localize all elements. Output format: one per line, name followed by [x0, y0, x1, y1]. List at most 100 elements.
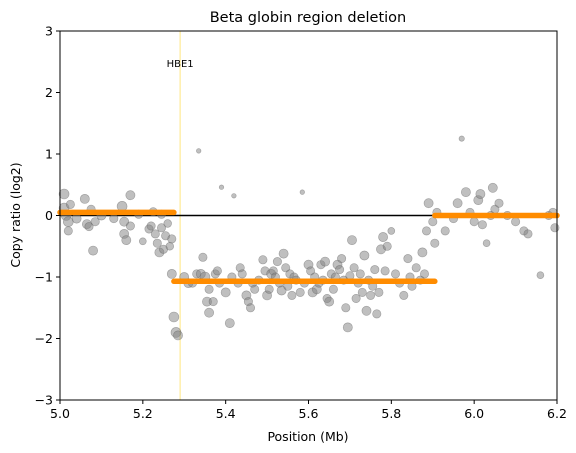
data-point: [494, 198, 504, 208]
data-point: [357, 287, 367, 297]
data-point: [475, 189, 486, 199]
data-point: [324, 296, 335, 307]
y-tick-label: 3: [45, 24, 53, 39]
data-point: [58, 188, 70, 200]
data-point: [341, 303, 351, 313]
data-point: [550, 223, 560, 233]
data-point: [157, 223, 167, 233]
data-point: [152, 238, 162, 248]
data-point: [487, 182, 498, 193]
data-point: [378, 232, 388, 242]
data-point: [390, 269, 400, 279]
y-tick-label: 0: [45, 208, 53, 223]
data-point: [372, 309, 382, 319]
data-point: [335, 265, 345, 275]
data-point: [109, 214, 119, 224]
data-point: [196, 148, 202, 154]
data-point: [264, 284, 274, 294]
data-point: [208, 297, 218, 307]
data-point: [380, 266, 390, 276]
data-point: [477, 220, 487, 230]
data-point: [430, 238, 440, 248]
data-point: [250, 284, 260, 294]
data-point: [349, 263, 359, 273]
data-point: [63, 226, 73, 236]
data-point: [403, 254, 413, 264]
x-tick-label: 6.0: [464, 406, 484, 421]
x-axis-label: Position (Mb): [267, 429, 348, 444]
y-axis-label: Copy ratio (log2): [8, 162, 23, 267]
axes: 5.0 5.2 5.4 5.6 5.8 6.0 6.2 −3 −2 −1 0 1 2 3: [35, 24, 567, 422]
data-point: [146, 221, 156, 231]
data-point: [224, 318, 235, 328]
data-point: [523, 229, 533, 239]
data-point: [482, 239, 491, 247]
data-point: [173, 330, 183, 341]
plot-area: HBE1: [57, 31, 560, 400]
data-point: [374, 287, 384, 297]
data-point: [361, 305, 372, 316]
y-tick-label: 1: [45, 147, 53, 162]
data-point: [246, 303, 256, 313]
data-point: [359, 250, 370, 261]
data-point: [387, 227, 396, 235]
data-point: [212, 266, 222, 276]
data-point: [452, 198, 463, 209]
data-point: [65, 199, 75, 209]
data-point: [198, 252, 208, 262]
data-point: [204, 284, 214, 294]
data-point: [342, 322, 353, 333]
y-tick-label: −2: [35, 331, 53, 346]
data-point: [125, 221, 135, 231]
data-point: [440, 226, 450, 236]
x-tick-label: 5.8: [381, 406, 401, 421]
data-point: [231, 193, 237, 199]
data-point: [258, 255, 268, 265]
data-point: [417, 247, 428, 258]
data-point: [511, 217, 521, 227]
x-tick-label: 5.0: [50, 406, 70, 421]
annotation-label: HBE1: [167, 59, 194, 70]
data-point: [337, 254, 347, 264]
data-point: [139, 237, 147, 246]
data-point: [347, 235, 357, 245]
data-point: [281, 263, 291, 273]
x-tick-label: 6.2: [547, 406, 567, 421]
data-point: [423, 198, 434, 209]
y-tick-label: −3: [35, 393, 53, 408]
chart-title: Beta globin region deletion: [210, 10, 407, 26]
data-point: [71, 213, 82, 224]
data-point: [150, 229, 160, 239]
data-point: [366, 290, 376, 300]
data-point: [320, 256, 330, 267]
data-point: [125, 190, 136, 201]
x-tick-label: 5.2: [133, 406, 153, 421]
data-point: [121, 235, 132, 245]
data-point: [370, 265, 380, 275]
data-point: [328, 284, 338, 294]
data-point: [351, 293, 361, 303]
data-point: [272, 257, 282, 267]
data-point: [469, 217, 479, 227]
data-point: [287, 290, 297, 300]
data-point: [79, 193, 90, 204]
data-point: [299, 189, 305, 195]
x-tick-label: 5.4: [216, 406, 236, 421]
data-point: [165, 242, 175, 251]
data-point: [355, 269, 365, 279]
data-point: [163, 219, 172, 228]
data-point: [419, 269, 429, 279]
data-point: [84, 222, 94, 232]
data-point: [460, 187, 471, 197]
data-point: [458, 135, 465, 142]
data-point: [421, 226, 431, 236]
data-point: [220, 287, 231, 298]
x-tick-label: 5.6: [299, 406, 319, 421]
data-point: [166, 268, 177, 279]
data-point: [167, 234, 177, 244]
data-point: [278, 248, 289, 259]
y-tick-label: 2: [45, 85, 53, 100]
data-point: [399, 290, 409, 300]
data-point: [88, 245, 98, 256]
